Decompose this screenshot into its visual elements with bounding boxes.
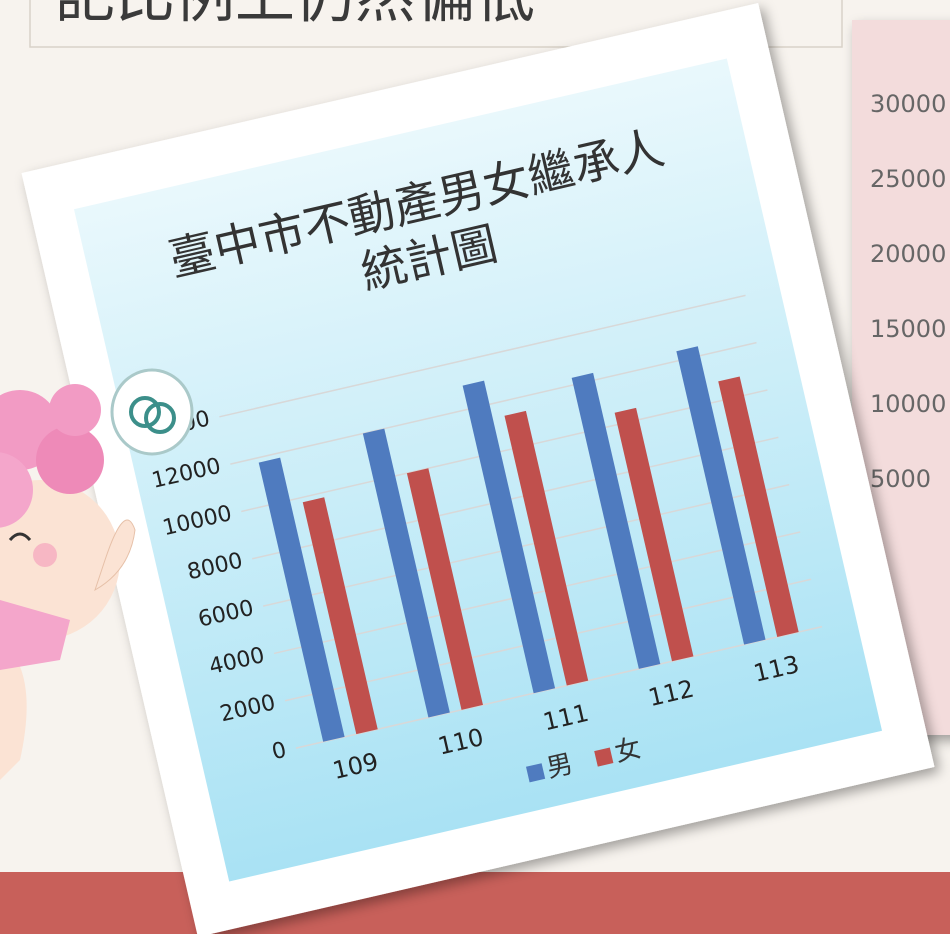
page: 記比例上仍然偏低 5000 10000 15000 20000 25000 30000 臺… (0, 0, 950, 934)
speech-bubble (112, 370, 192, 454)
header-text: 記比例上仍然偏低 (55, 0, 535, 32)
y-tick-label: 5000 (870, 465, 931, 493)
y-tick-label: 30000 (870, 90, 946, 118)
y-tick-label: 10000 (870, 390, 946, 418)
mascot-flower (36, 426, 104, 494)
mascot-flower (49, 384, 101, 436)
y-tick-label: 25000 (870, 165, 946, 193)
mascot-cheek (33, 543, 57, 567)
scene: 記比例上仍然偏低 5000 10000 15000 20000 25000 30000 臺… (0, 0, 950, 934)
footer-band (0, 872, 950, 934)
chart-card: 臺中市不動產男女繼承人統計圖02000400060008000100001200… (22, 3, 935, 934)
y-tick-label: 15000 (870, 315, 946, 343)
y-tick-label: 20000 (870, 240, 946, 268)
